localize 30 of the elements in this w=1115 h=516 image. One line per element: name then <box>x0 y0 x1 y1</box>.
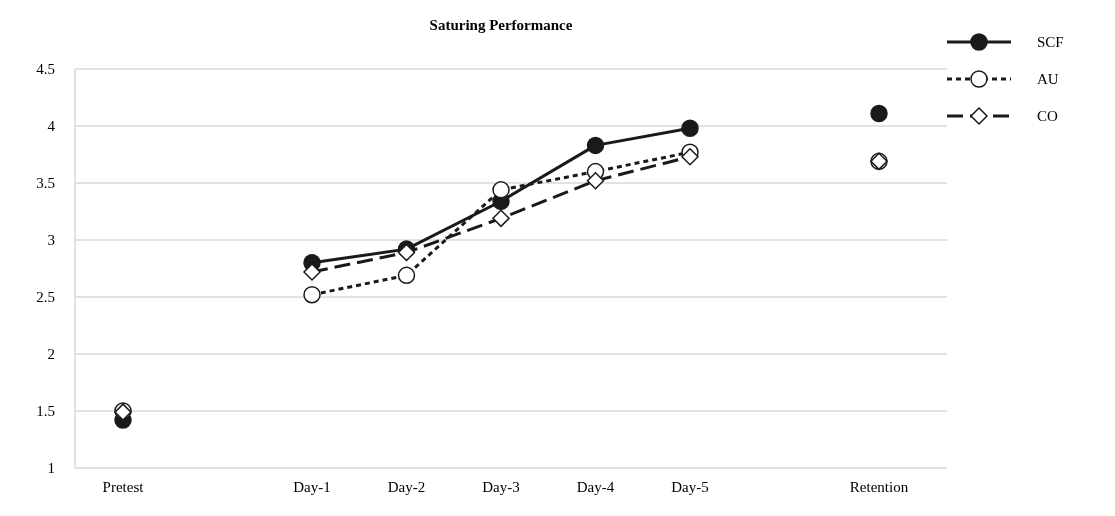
point <box>492 209 510 228</box>
y-tick-label: 3.5 <box>36 175 55 192</box>
y-tick-label: 3 <box>47 232 55 249</box>
y-tick-label: 4.5 <box>36 61 55 78</box>
x-tick-label: Pretest <box>102 479 145 495</box>
x-tick-label: Day-4 <box>576 479 615 495</box>
y-tick-label: 2.5 <box>36 289 55 306</box>
x-tick-label: Retention <box>849 479 909 495</box>
legend-label: SCF <box>1037 34 1064 51</box>
x-tick-label: Day-3 <box>482 479 520 495</box>
point <box>397 266 416 285</box>
legend-label: AU <box>1037 71 1059 88</box>
point <box>397 243 416 262</box>
chart-title: Saturing Performance <box>429 17 573 33</box>
x-tick-label: Day-5 <box>671 479 709 495</box>
y-tick-label: 2 <box>47 346 55 363</box>
point <box>586 171 605 190</box>
point <box>303 285 321 304</box>
point <box>492 181 510 199</box>
point <box>303 263 321 281</box>
y-tick-label: 1 <box>47 460 55 477</box>
legend-label: CO <box>1037 108 1058 125</box>
point <box>681 148 699 166</box>
y-tick-label: 4 <box>47 118 56 135</box>
point <box>681 119 699 138</box>
point <box>586 136 605 155</box>
x-tick-label: Day-1 <box>293 479 331 495</box>
y-tick-label: 1.5 <box>36 403 55 420</box>
point <box>870 104 888 123</box>
x-tick-label: Day-2 <box>387 479 426 495</box>
